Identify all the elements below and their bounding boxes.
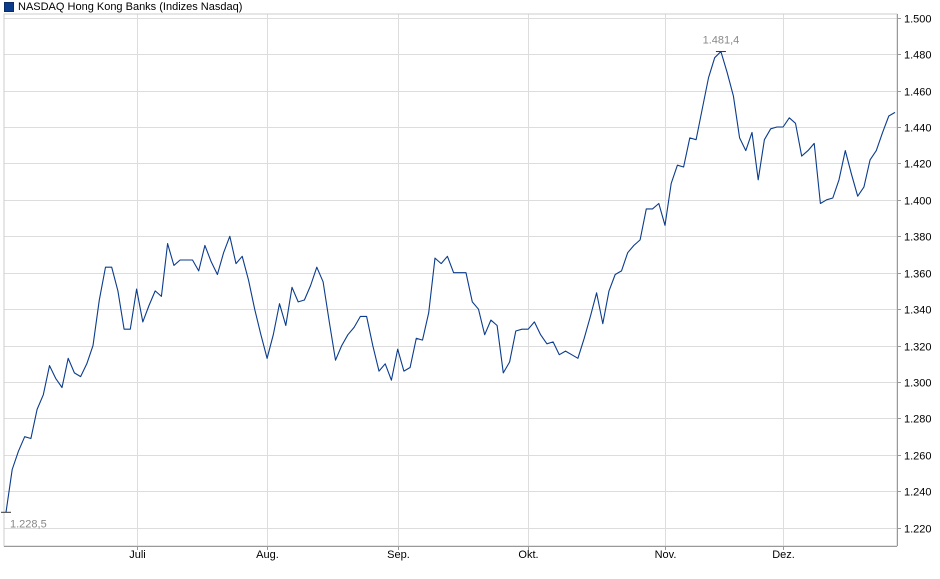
max-label: 1.481,4: [703, 35, 740, 47]
series-line: [5, 50, 896, 513]
x-tick-label: Okt.: [518, 549, 538, 561]
x-tick-label: Sep.: [387, 549, 410, 561]
y-tick-label: 1.460: [904, 87, 932, 99]
y-tick-label: 1.400: [904, 196, 932, 208]
legend-label: NASDAQ Hong Kong Banks (Indizes Nasdaq): [18, 1, 243, 13]
y-tick-label: 1.360: [904, 269, 932, 281]
y-axis-ticks: 1.220 1.240 1.260 1.280 1.300 1.320 1.340 1.360…: [897, 14, 932, 536]
y-tick-label: 1.320: [904, 342, 932, 354]
y-tick-label: 1.240: [904, 487, 932, 499]
y-tick-label: 1.260: [904, 451, 932, 463]
y-tick-label: 1.380: [904, 232, 932, 244]
y-tick-label: 1.340: [904, 305, 932, 317]
grid: [4, 14, 897, 546]
y-tick-label: 1.420: [904, 159, 932, 171]
x-tick-label: Nov.: [655, 549, 677, 561]
x-axis-ticks: Juli Aug. Sep. Okt. Nov. Dez.: [129, 546, 795, 561]
y-tick-label: 1.220: [904, 524, 932, 536]
min-label: 1.228,5: [10, 518, 47, 530]
x-tick-label: Juli: [129, 549, 146, 561]
legend-swatch: [4, 2, 14, 12]
annotations: 1.228,5 1.481,4: [1, 35, 740, 530]
x-tick-label: Aug.: [256, 549, 279, 561]
y-tick-label: 1.280: [904, 414, 932, 426]
y-tick-label: 1.440: [904, 123, 932, 135]
y-tick-label: 1.480: [904, 50, 932, 62]
x-tick-label: Dez.: [772, 549, 795, 561]
axes: [3, 13, 898, 547]
y-tick-label: 1.300: [904, 378, 932, 390]
series: [5, 50, 896, 513]
y-tick-label: 1.500: [904, 14, 932, 26]
legend: NASDAQ Hong Kong Banks (Indizes Nasdaq): [4, 0, 242, 14]
